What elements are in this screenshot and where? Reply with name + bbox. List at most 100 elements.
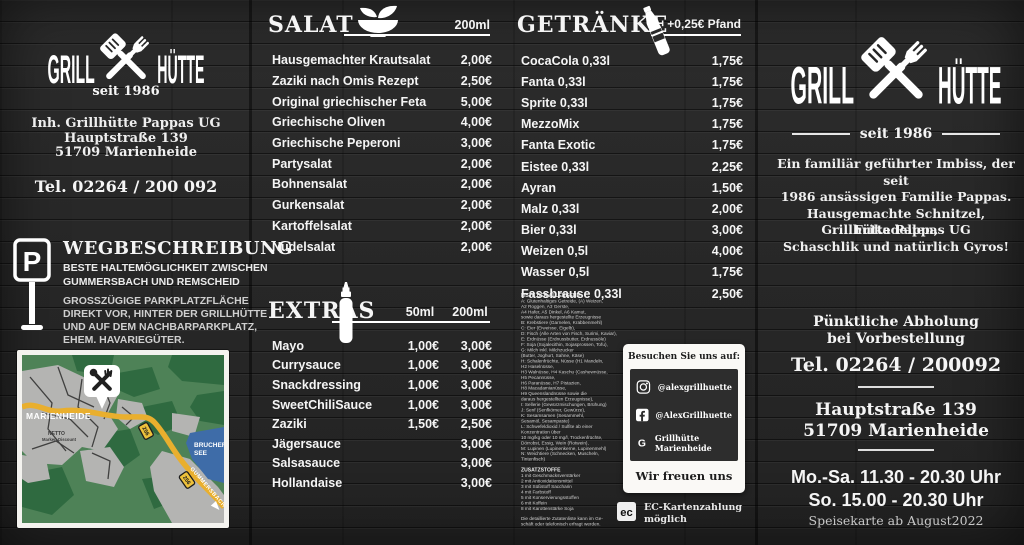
directions-section: P WEGBESCHREIBUNG BESTE HALTEMÖGLICHKEIT… (13, 238, 292, 347)
additive-line: 2 mit Antioxidationsmittel (521, 479, 573, 485)
getraenke-item-row: Wasser 0,5l 1,75€ (517, 262, 743, 283)
allergen-note: Die detaillierte Zutatenliste kann im Ge… (521, 516, 603, 527)
social-instagram-row[interactable]: @alexgrillhuette (636, 373, 732, 401)
payment-info: ec EC-Kartenzahlung möglich (617, 502, 742, 526)
item-name: Nudelsalat (272, 239, 336, 254)
allergen-line: B: Krebstiere (Garnelen, Krabbenmehl) (521, 321, 603, 326)
facebook-icon (636, 408, 649, 422)
map-direction-arrow (210, 501, 220, 511)
allergen-line: F: Soja (Sojalecithin, Sojasprossen, Tof… (521, 342, 608, 348)
salat-size-header: 200ml (454, 18, 490, 32)
item-price: 3,00€ (460, 136, 492, 151)
salat-item-row: Griechische Peperoni 3,00€ (268, 133, 492, 154)
left-panel: GRILL HÜTTE seit 1986 Inh. Grillhütte Pa… (0, 0, 292, 545)
allergen-line: H3 Walnüsse, H4 Kaschu (Cashewnüsse, (521, 370, 608, 375)
since-label: seit 1986 (92, 84, 160, 99)
social-card: Besuchen Sie uns auf: @alexgrillhuette @… (623, 344, 745, 493)
allergen-line: 10 mg/kg oder 10 mg/l, Trockenfrüchte, (521, 435, 603, 441)
directions-title: WEGBESCHREIBUNG (63, 238, 293, 259)
allergen-line: D: Fisch (Alle Arten von Fisch, Surimi, … (521, 332, 617, 337)
hours-weekday: Mo.-Sa. 11.30 - 20.30 Uhr (790, 467, 1002, 487)
salat-title: SALAT (268, 12, 354, 38)
allergen-line: J: Senf (Senfkörner, Gewürze), (521, 408, 586, 414)
item-name: Griechische Peperoni (272, 136, 401, 151)
owner-line: Inh. Grillhütte Pappas UG (31, 116, 221, 131)
salat-item-row: Zaziki nach Omis Rezept 2,50€ (268, 71, 492, 92)
getraenke-item-row: Bier 0,33l 3,00€ (517, 220, 743, 241)
svg-text:256: 256 (181, 475, 191, 486)
item-name: Fanta 0,33l (521, 74, 586, 89)
social-title: Besuchen Sie uns auf: (627, 352, 740, 362)
social-footer: Wir freuen uns (635, 469, 733, 483)
allergen-line: K: Sesamsamen (Sesammehl, (521, 413, 585, 419)
item-price: 1,75€ (711, 53, 743, 68)
allergen-line: daraus hergestellten Erzeugnisse), (521, 397, 594, 403)
instagram-handle: @alexgrillhuette (657, 382, 732, 392)
extras-size2-header: 200ml (452, 305, 488, 319)
item-name: Kartoffelsalat (272, 218, 352, 233)
salat-item-row: Original griechischer Feta 5,00€ (268, 91, 492, 112)
salat-item-row: Griechische Oliven 4,00€ (268, 112, 492, 133)
since-line-right (942, 133, 1001, 135)
menu-column-salat-extras: SALAT 200ml Hausgemachter Krautsalat 2,0… (268, 5, 492, 490)
item-name: Original griechischer Feta (272, 94, 427, 109)
getraenke-item-row: MezzoMix 1,75€ (517, 114, 743, 135)
item-name: Eistee 0,33l (521, 159, 590, 174)
getraenke-item-row: Fassbrause 0,33l 2,50€ (517, 283, 743, 304)
item-name: Bier 0,33l (521, 223, 577, 238)
item-price: 1,75€ (711, 138, 743, 153)
fold-line-left (249, 0, 252, 545)
extras-item-row: Jägersauce 3,00€ (268, 434, 492, 454)
item-name: Gurkensalat (272, 198, 345, 213)
pfand-label: +0,25€ Pfand (667, 17, 741, 36)
directions-line2: GROSSZÜGIGE PARKPLATZFLÄCHE DIREKT VOR, … (63, 295, 268, 346)
instagram-icon (636, 380, 651, 394)
extras-item-row: Currysauce 1,00€ 3,00€ (268, 356, 492, 376)
salat-item-row: Bohnensalat 2,00€ (268, 174, 492, 195)
item-price: 3,00€ (711, 223, 743, 238)
about-text: Ein familiär geführter Imbiss, der seit … (777, 156, 1015, 254)
salat-list: Hausgemachter Krautsalat 2,00€ Zaziki na… (268, 50, 492, 257)
extras-item-row: Zaziki 1,50€ 2,50€ (268, 414, 492, 434)
logo-word-huette: HÜTTE (157, 48, 204, 92)
menu-column-getraenke: GETRÄNKE +0,25€ Pfand CocaC (517, 5, 745, 533)
item-price-200ml: 3,00€ (460, 456, 492, 471)
map-town-label: MARIENHEIDE (26, 411, 91, 421)
map-road-badge-1: 256 (138, 422, 154, 440)
social-facebook-row[interactable]: @AlexGrillhuette (636, 401, 732, 429)
salat-item-row: Gurkensalat 2,00€ (268, 195, 492, 216)
crossed-utensils-icon (859, 35, 933, 109)
divider-rule-1 (858, 386, 934, 388)
item-price-200ml: 2,50€ (460, 417, 492, 432)
item-price: 1,75€ (711, 265, 743, 280)
map-pin-icon (84, 365, 120, 409)
extras-item-row: Snackdressing 1,00€ 3,00€ (268, 375, 492, 395)
svg-text:G: G (638, 438, 646, 449)
item-name: Zaziki nach Omis Rezept (272, 74, 419, 89)
allergen-lines: A: Glutenhaltiges Getreide, (A) Weizen, A… (521, 299, 617, 463)
allergen-line: A: Glutenhaltiges Getreide, (A) Weizen, (521, 299, 603, 304)
company-name: Grillhütte Pappas UG (821, 222, 971, 237)
allergen-line: L: Schwefeldioxid / Sulfite ab einer (521, 424, 593, 430)
additive-line: 4 mit Farbstoff (521, 490, 551, 496)
item-price: 1,75€ (711, 74, 743, 89)
map-streets (29, 366, 135, 480)
getraenke-header: GETRÄNKE +0,25€ Pfand (517, 5, 743, 56)
allergen-line: H2 Haselnüsse, (521, 364, 555, 370)
grillhuette-logo-icon: GRILL HÜTTE (48, 32, 204, 92)
item-price: 1,75€ (711, 117, 743, 132)
map-road-badge-2: 256 (178, 471, 196, 489)
salad-bowl-icon (356, 4, 400, 45)
item-name: Partysalat (272, 156, 332, 171)
item-name: Mayo (272, 338, 304, 353)
getraenke-list: CocaCola 0,33l 1,75€ Fanta 0,33l 1,75€ S… (517, 50, 743, 304)
getraenke-item-row: Ayran 1,50€ (517, 177, 743, 198)
extras-header: EXTRAS 50ml 200ml (268, 282, 492, 343)
item-price: 2,00€ (460, 239, 492, 254)
getraenke-item-row: Sprite 0,33l 1,75€ (517, 92, 743, 113)
item-name: Currysauce (272, 358, 341, 373)
directions-text: WEGBESCHREIBUNG BESTE HALTEMÖGLICHKEIT Z… (63, 238, 293, 347)
opening-hours: Mo.-Sa. 11.30 - 20.30 Uhr So. 15.00 - 20… (768, 466, 1024, 511)
item-name: Hollandaise (272, 475, 343, 490)
social-google-row[interactable]: G Grillhütte Marienheide (636, 429, 732, 457)
